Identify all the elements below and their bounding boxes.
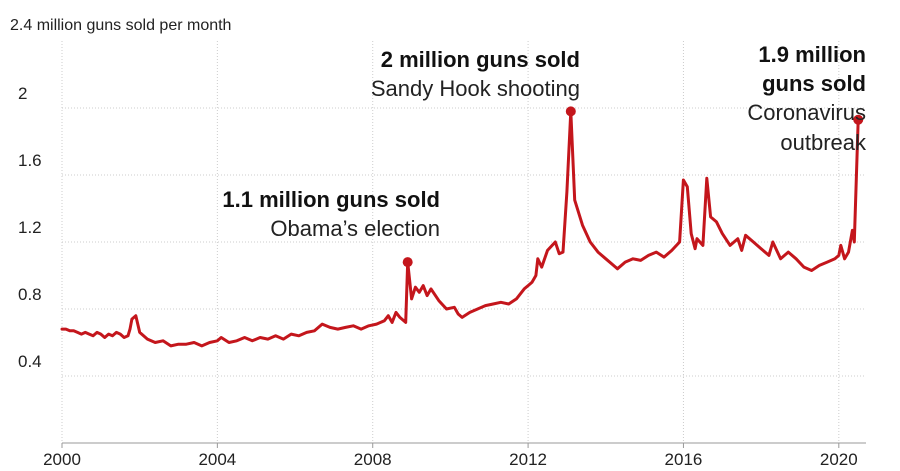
grid — [61, 41, 866, 448]
highlight-point — [402, 257, 413, 268]
annotation-obama-label: Obama’s election — [270, 216, 440, 241]
y-tick-label: 1.6 — [18, 151, 42, 170]
highlight-points — [402, 106, 864, 268]
annotation-coronavirus-value-line2: guns sold — [762, 71, 866, 96]
x-tick-label: 2016 — [665, 450, 703, 469]
annotation-coronavirus-value-line1: 1.9 million — [758, 42, 866, 67]
x-axis-ticks: 2000 2004 2008 2012 2016 2020 — [43, 450, 858, 469]
annotation-sandy-hook-label: Sandy Hook shooting — [371, 76, 580, 101]
series-line — [60, 109, 860, 348]
x-tick-label: 2008 — [354, 450, 392, 469]
y-tick-label: 2 — [18, 84, 27, 103]
annotation-coronavirus-label-line1: Coronavirus — [747, 100, 866, 125]
annotation-coronavirus-label-line2: outbreak — [780, 130, 867, 155]
x-tick-label: 2000 — [43, 450, 81, 469]
annotation-obama-value: 1.1 million guns sold — [222, 187, 440, 212]
y-tick-label: 0.4 — [18, 352, 42, 371]
x-tick-label: 2012 — [509, 450, 547, 469]
x-tick-label: 2004 — [198, 450, 236, 469]
highlight-point — [565, 106, 576, 117]
highlight-point — [853, 114, 864, 125]
y-tick-label: 0.8 — [18, 285, 42, 304]
annotation-sandy-hook-value: 2 million guns sold — [381, 47, 580, 72]
y-tick-label: 1.2 — [18, 218, 42, 237]
y-axis-ticks: 0.4 0.8 1.2 1.6 2 — [18, 84, 42, 371]
x-tick-label: 2020 — [820, 450, 858, 469]
y-axis-label: 2.4 million guns sold per month — [10, 17, 231, 34]
